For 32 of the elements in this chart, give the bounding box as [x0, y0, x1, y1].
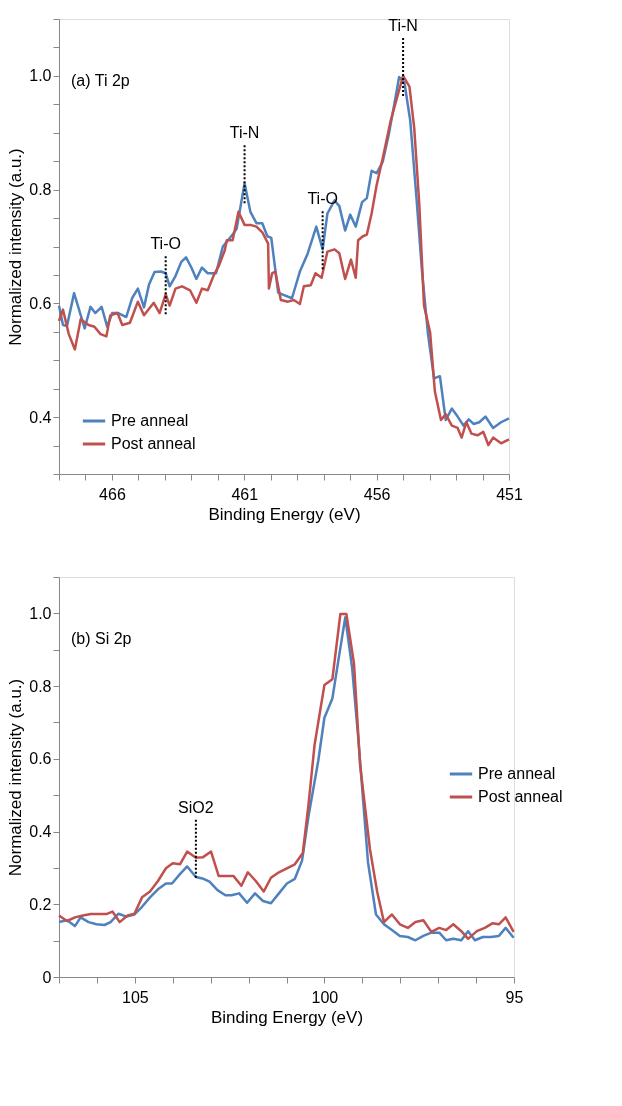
x-tick-label: 451 [496, 485, 523, 503]
legend-label: Pre anneal [111, 412, 189, 429]
text: (b) Si 2p [71, 630, 132, 647]
x-tick-label: 100 [311, 988, 339, 1006]
y-axis-title: Normalized intensity (a.u.) [6, 148, 26, 346]
y-tick-label: 0.4 [29, 408, 52, 426]
x-tick-label: 466 [99, 485, 126, 503]
text: (a) Ti 2p [71, 72, 130, 89]
annotation: Ti-N [388, 16, 418, 34]
y-tick-label: 1.0 [29, 67, 52, 85]
x-tick-label: 461 [231, 485, 259, 503]
y-tick-label: 0.2 [29, 895, 52, 913]
x-axis-title: Binding Energy (eV) [208, 504, 361, 524]
annotation: SiO2 [178, 798, 214, 816]
x-tick-label: 95 [505, 988, 524, 1006]
y-tick-label: 0.6 [29, 294, 52, 312]
annotation: Ti-N [229, 124, 260, 142]
legend-label: Post anneal [478, 788, 563, 805]
y-tick-label: 0.6 [29, 750, 52, 768]
y-tick-label: 1.0 [29, 604, 52, 622]
legend-label: Pre anneal [478, 765, 556, 782]
x-axis-title: Binding Energy (eV) [210, 1007, 364, 1027]
y-tick-label: 0.8 [29, 181, 52, 199]
x-tick-label: 456 [363, 485, 391, 503]
legend-label: Post anneal [111, 435, 196, 452]
y-axis-title: Normalized intensity (a.u.) [6, 678, 26, 877]
annotation: Ti-O [150, 235, 181, 253]
y-tick-label: 0.8 [29, 677, 52, 695]
x-tick-label: 105 [121, 988, 149, 1006]
annotation: Ti-O [307, 190, 338, 208]
y-tick-label: 0.4 [29, 823, 52, 841]
y-tick-label: 0 [42, 968, 52, 986]
